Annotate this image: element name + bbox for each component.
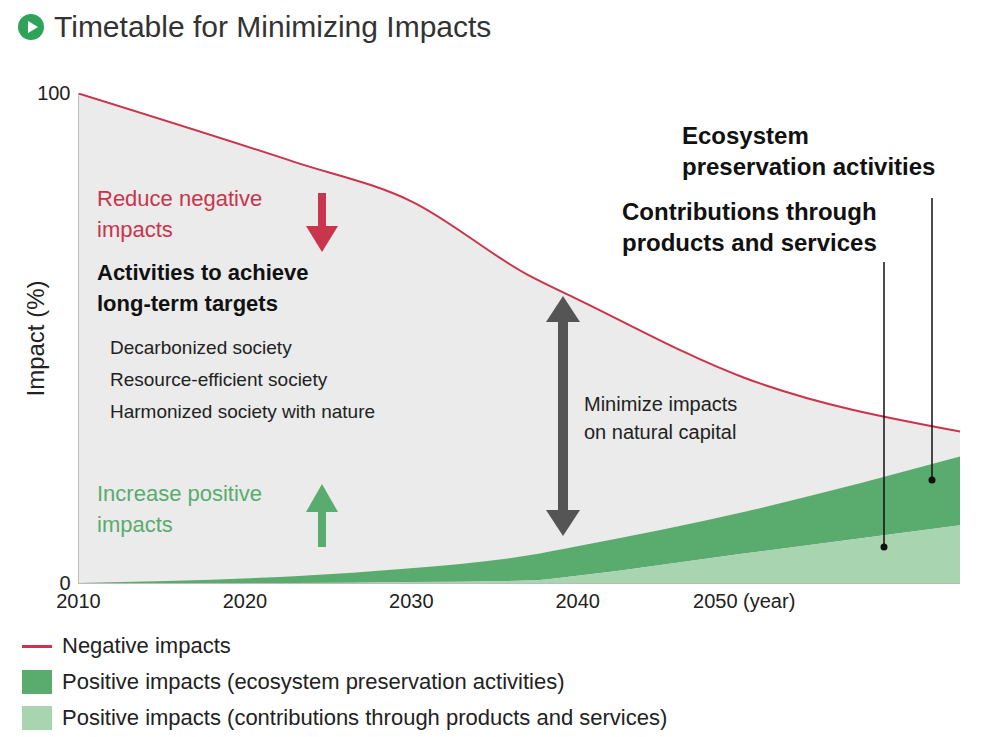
- svg-text:2010: 2010: [56, 590, 101, 612]
- html-text:Ecosystem preservation activit: Ecosystem preservation activities: [682, 122, 936, 181]
- html-text:Reduce negative impacts: Reduce negative impacts: [97, 186, 263, 242]
- svg-text:2050 (year): 2050 (year): [693, 590, 795, 612]
- html-text:Contributions through products: Contributions through products and servi…: [622, 198, 877, 257]
- svg-text:2040: 2040: [555, 590, 600, 612]
- html-text:Increase positive impacts: Increase positive impacts: [97, 481, 263, 537]
- svg-text:100: 100: [37, 82, 70, 104]
- svg-text:2030: 2030: [389, 590, 434, 612]
- svg-text:2020: 2020: [223, 590, 268, 612]
- html-text:Resource-efficient society: Resource-efficient society: [110, 369, 328, 390]
- html-text:Minimize impacts on natural ca: Minimize impacts on natural capital: [584, 393, 738, 443]
- html-text:Activities to achieve long-ter: Activities to achieve long-term targets: [97, 260, 309, 316]
- html-text:Timetable for Minimizing Impac: Timetable for Minimizing Impacts: [54, 9, 492, 43]
- html-text:Harmonized society with nature: Harmonized society with nature: [110, 401, 376, 422]
- svg-text:Impact (%): Impact (%): [22, 280, 49, 396]
- svg-text:0: 0: [59, 571, 71, 594]
- html-text:Decarbonized society: Decarbonized society: [110, 337, 292, 358]
- html-text:Positive impacts (contribution: Positive impacts (contributions through …: [62, 705, 668, 730]
- html-text:Positive impacts (ecosystem pr: Positive impacts (ecosystem preservation…: [62, 669, 565, 694]
- html-text:Negative impacts: Negative impacts: [62, 633, 231, 658]
